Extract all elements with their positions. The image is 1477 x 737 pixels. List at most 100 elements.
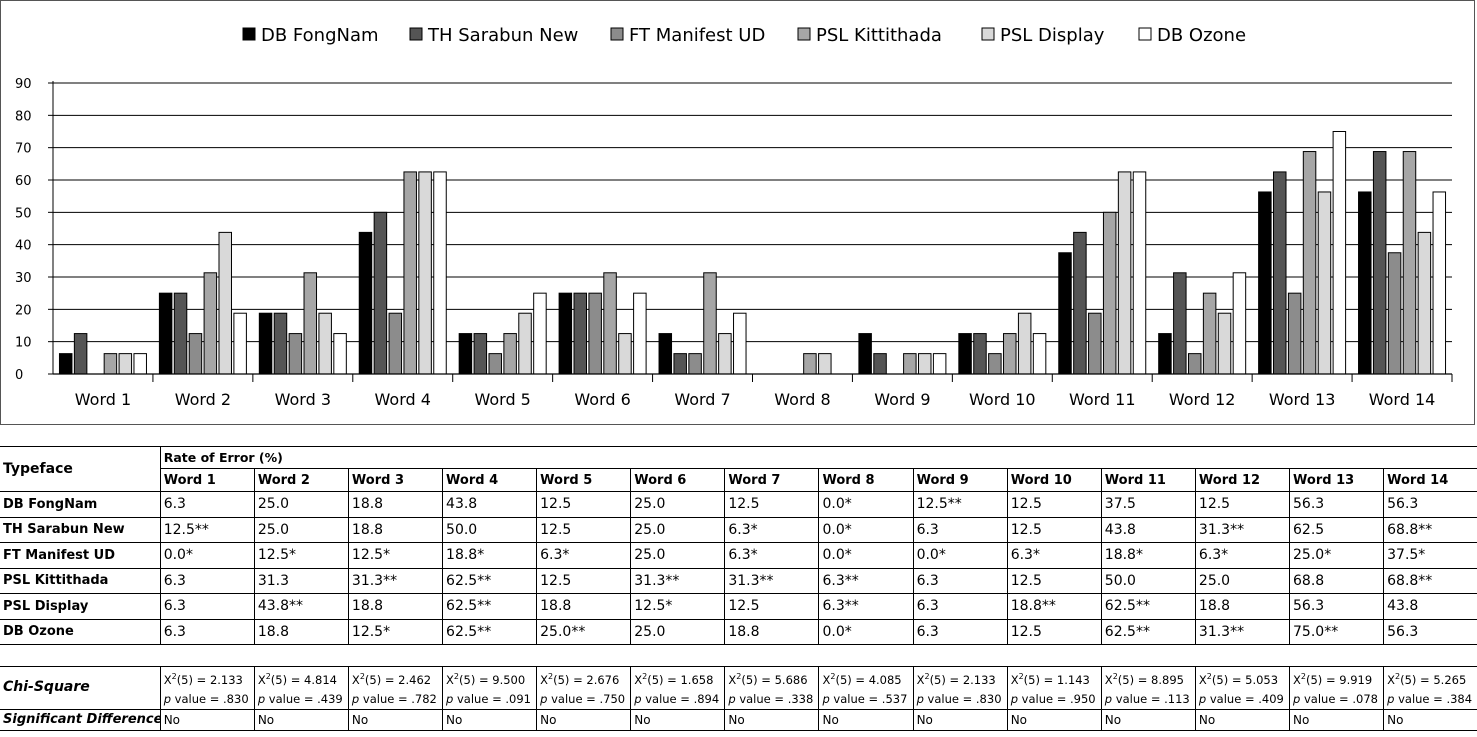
column-header: Word 10	[1006, 468, 1102, 492]
bar	[1232, 272, 1247, 375]
table-cell: 43.8	[442, 491, 537, 518]
bar	[1003, 333, 1017, 375]
bar	[1187, 353, 1202, 375]
bar	[1287, 292, 1302, 375]
table-row: PSL Display 6.3 43.8** 18.8 62.5** 18.8 12.5* 1…	[0, 593, 1477, 620]
significance-cell: No	[347, 709, 443, 731]
table-cell: 56.3	[1383, 619, 1477, 645]
chi-square-cell: X2(5) = 8.895 p value = .113	[1100, 666, 1196, 710]
chi-square-text: 2	[1395, 672, 1401, 681]
y-tick-label: 70	[15, 142, 32, 157]
bar	[403, 171, 417, 375]
table-cell: 25.0**	[536, 619, 631, 645]
significance-cell: No	[1006, 709, 1102, 731]
typeface-name: TH Sarabun New	[0, 517, 161, 543]
bar	[203, 272, 218, 375]
table-cell: 37.5	[1100, 491, 1196, 518]
p-value-text: p	[1387, 691, 1395, 706]
chi-square-text: (5) =	[1306, 672, 1340, 687]
table-cell: 18.8	[536, 593, 631, 620]
table-cell: 18.8	[347, 593, 443, 620]
chi-square-text: 1.658	[680, 672, 714, 687]
table-cell: 0.0*	[818, 542, 914, 569]
table-cell: 12.5*	[630, 593, 725, 620]
column-header: Word 5	[536, 468, 631, 492]
p-value-text: p	[916, 691, 924, 706]
chi-square-text: (5) =	[929, 672, 963, 687]
chi-square-text: X	[916, 672, 925, 687]
table-cell: 12.5**	[912, 491, 1008, 518]
significance-cell: No	[1100, 709, 1196, 731]
table-cell: 12.5	[724, 593, 819, 620]
bar	[1032, 333, 1047, 375]
column-header: Word 7	[724, 468, 819, 492]
bar	[803, 353, 817, 375]
p-value-text: p	[1104, 691, 1113, 706]
table-cell: 0.0*	[159, 542, 255, 569]
bar	[873, 353, 887, 375]
x-tick-label: Word 14	[1369, 390, 1436, 409]
table-cell: 56.3	[1383, 491, 1477, 518]
bar	[903, 353, 917, 375]
p-value-text: p	[351, 691, 360, 706]
p-value-text: p	[634, 691, 642, 706]
bar	[273, 312, 288, 375]
rate-of-error-header: Rate of Error (%)	[159, 446, 1477, 469]
p-value-text: value =	[547, 691, 600, 706]
significance-cell: No	[630, 709, 725, 731]
error-rate-table: Typeface Rate of Error (%) Word 1 Word 2 Wor…	[0, 446, 1477, 731]
table-cell: 25.0	[1194, 568, 1290, 594]
column-header: Word 12	[1194, 468, 1290, 492]
chi-square-text: 2	[830, 672, 836, 681]
bar	[533, 292, 547, 375]
table-cell: 12.5	[536, 517, 631, 543]
legend-label: DB Ozone	[1157, 25, 1246, 46]
bar	[433, 171, 447, 375]
chi-square-text: 2	[1018, 672, 1024, 681]
table-cell: 62.5**	[442, 619, 537, 645]
bar	[673, 353, 687, 375]
p-value-text: .338	[787, 691, 814, 706]
table-cell: 25.0	[253, 491, 349, 518]
column-header: Word 4	[442, 468, 537, 492]
table-row: FT Manifest UD 0.0* 12.5* 12.5* 18.8* 6.3* 25.…	[0, 542, 1477, 569]
x-tick-label: Word 6	[574, 390, 630, 409]
table-cell: 6.3*	[1006, 542, 1102, 569]
table-row: DB Ozone 6.3 18.8 12.5* 62.5** 25.0** 25.0 18.8…	[0, 619, 1477, 645]
bar	[133, 353, 147, 375]
chi-square-text: X	[540, 672, 549, 687]
table-cell: 18.8	[724, 619, 819, 645]
chi-square-text: 8.895	[1151, 672, 1184, 687]
x-tick-label: Word 11	[1069, 390, 1136, 409]
typeface-name: PSL Display	[0, 593, 161, 620]
significance-cell: No	[159, 709, 255, 731]
chi-square-cell: X2(5) = 2.676 p value = .750	[536, 666, 631, 710]
table-cell: 18.8	[347, 517, 443, 543]
table-cell: 18.8	[1194, 593, 1290, 620]
chi-square-text: (5) =	[647, 672, 681, 687]
bar	[1017, 312, 1032, 375]
bar	[1273, 171, 1287, 375]
bar	[258, 312, 273, 375]
column-header: Word 13	[1289, 468, 1384, 492]
chi-square-cell: X2(5) = 9.919 p value = .078	[1289, 666, 1384, 710]
bar	[318, 312, 332, 375]
legend-label: FT Manifest UD	[629, 25, 765, 46]
chi-square-text: 2	[736, 672, 742, 681]
bar	[473, 333, 488, 375]
table-cell: 18.8*	[442, 542, 537, 569]
chi-square-text: 2.133	[962, 672, 996, 687]
bar	[358, 231, 373, 375]
chi-square-text: (5) =	[459, 672, 493, 687]
p-value-text: p	[446, 691, 454, 706]
chi-square-cell: X2(5) = 2.133 p value = .830	[159, 666, 255, 710]
chi-square-text: 2	[924, 672, 930, 681]
table-cell: 6.3*	[536, 542, 631, 569]
p-value-text: value =	[735, 691, 788, 706]
bar	[1217, 312, 1232, 375]
p-value-text: value =	[453, 691, 506, 706]
p-value-text: .950	[1070, 691, 1096, 706]
bar	[173, 292, 188, 375]
column-header: Word 11	[1100, 468, 1196, 492]
table-row: TH Sarabun New 12.5** 25.0 18.8 50.0 12.5 25.0…	[0, 517, 1477, 543]
